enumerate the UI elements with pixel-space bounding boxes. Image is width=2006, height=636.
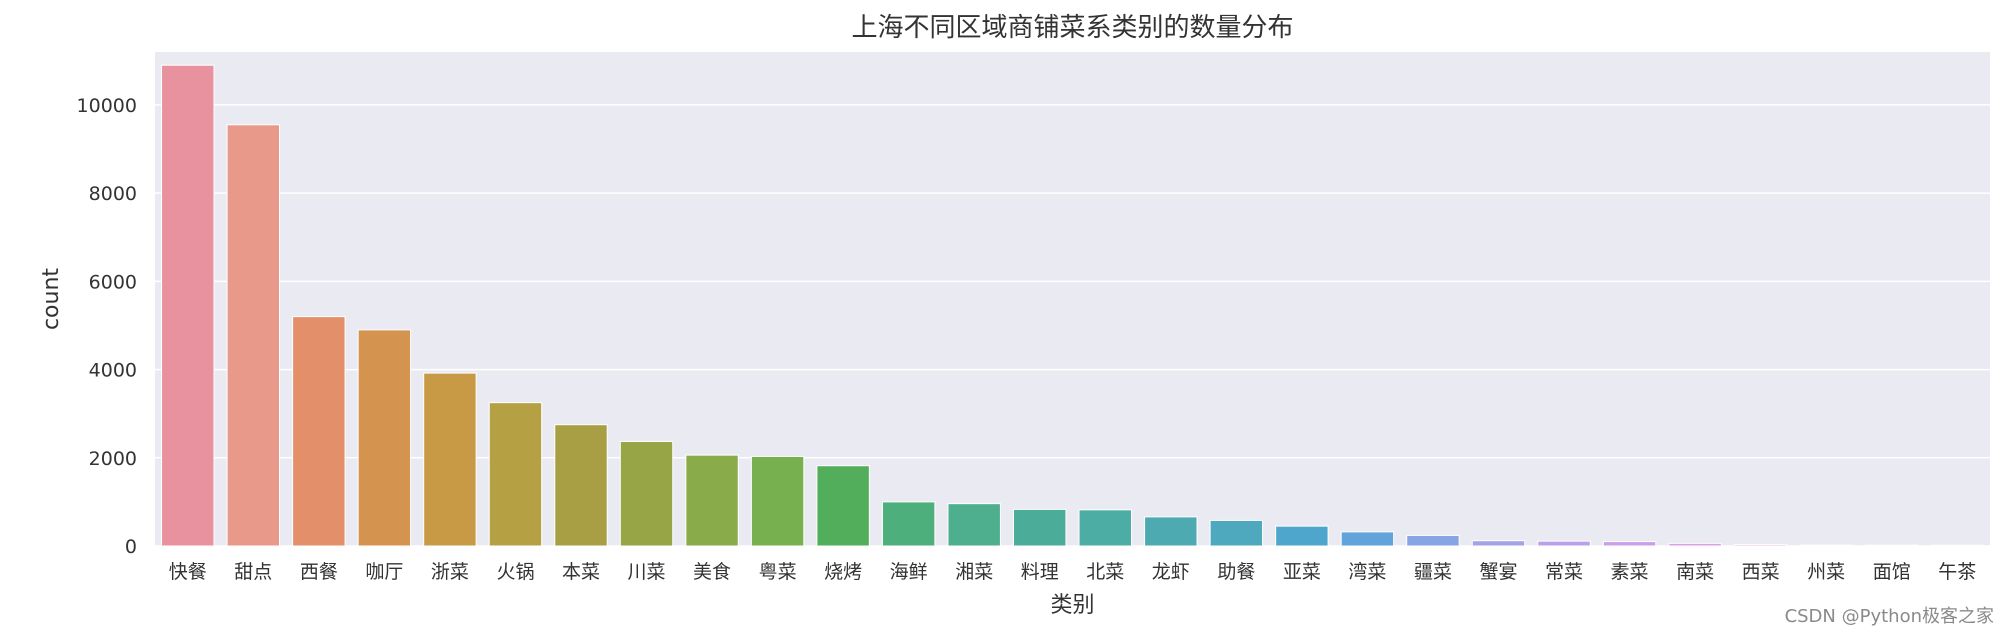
x-tick-label: 快餐 bbox=[169, 561, 207, 583]
bar bbox=[488, 402, 543, 547]
bar bbox=[619, 440, 674, 547]
y-tick-label: 8000 bbox=[89, 183, 137, 205]
y-axis-label: count bbox=[39, 268, 64, 330]
bar bbox=[1144, 516, 1198, 547]
bar bbox=[554, 424, 608, 547]
watermark: CSDN @Python极客之家 bbox=[1784, 606, 1994, 627]
bar bbox=[226, 124, 281, 547]
y-tick-label: 4000 bbox=[89, 360, 137, 382]
x-tick-label: 烧烤 bbox=[824, 561, 862, 583]
bar bbox=[1078, 509, 1132, 547]
x-tick-label: 常菜 bbox=[1545, 561, 1583, 583]
bar bbox=[750, 455, 805, 547]
x-tick-label: 助餐 bbox=[1217, 561, 1255, 583]
x-tick-label: 北菜 bbox=[1086, 561, 1124, 583]
bar bbox=[1930, 544, 1984, 547]
x-tick-label: 海鲜 bbox=[890, 561, 928, 583]
x-tick-label: 南菜 bbox=[1676, 561, 1714, 583]
bar bbox=[161, 64, 215, 547]
x-tick-label: 火锅 bbox=[496, 561, 534, 583]
bar bbox=[1209, 519, 1264, 547]
bar bbox=[1537, 540, 1591, 547]
x-tick-label: 疆菜 bbox=[1414, 561, 1452, 583]
bar bbox=[1733, 544, 1788, 547]
bar bbox=[1275, 525, 1329, 547]
y-tick-label: 2000 bbox=[89, 448, 137, 470]
x-tick-label: 浙菜 bbox=[431, 561, 469, 583]
bar bbox=[881, 501, 936, 547]
bar bbox=[357, 329, 412, 547]
bar bbox=[1668, 542, 1722, 547]
chart-title: 上海不同区域商铺菜系类别的数量分布 bbox=[851, 13, 1293, 43]
bar bbox=[423, 372, 477, 547]
x-tick-label: 咖厅 bbox=[365, 561, 403, 583]
bar bbox=[1602, 541, 1657, 547]
x-tick-label: 川菜 bbox=[628, 561, 666, 583]
bar bbox=[1799, 544, 1853, 547]
x-tick-label: 素菜 bbox=[1611, 561, 1649, 583]
x-tick-label: 午茶 bbox=[1938, 561, 1976, 583]
bar bbox=[292, 316, 346, 547]
bar bbox=[1864, 544, 1919, 547]
bar bbox=[1013, 508, 1067, 547]
bar bbox=[1406, 534, 1460, 547]
x-axis-label: 类别 bbox=[1050, 593, 1094, 618]
x-tick-label: 料理 bbox=[1021, 561, 1059, 583]
x-tick-label: 湘菜 bbox=[955, 561, 993, 583]
x-tick-label: 州菜 bbox=[1807, 561, 1845, 583]
x-tick-label: 西菜 bbox=[1742, 561, 1780, 583]
x-tick-label: 甜点 bbox=[234, 561, 272, 583]
bar bbox=[685, 454, 739, 547]
y-tick-label: 10000 bbox=[77, 95, 137, 117]
bar bbox=[947, 503, 1001, 547]
x-tick-label: 蟹宴 bbox=[1479, 560, 1517, 583]
x-tick-label: 西餐 bbox=[300, 561, 338, 583]
x-tick-label: 面馆 bbox=[1873, 561, 1911, 583]
x-tick-label: 龙虾 bbox=[1152, 561, 1190, 583]
bar bbox=[1340, 531, 1395, 547]
y-tick-label: 0 bbox=[125, 536, 137, 558]
y-tick-label: 6000 bbox=[89, 271, 137, 293]
x-tick-label: 亚菜 bbox=[1283, 561, 1321, 583]
x-tick-label: 粤菜 bbox=[759, 561, 797, 583]
bar bbox=[1471, 540, 1526, 547]
x-tick-label: 美食 bbox=[693, 561, 731, 583]
x-tick-label: 本菜 bbox=[562, 561, 600, 583]
bar bbox=[816, 465, 870, 547]
x-tick-label: 湾菜 bbox=[1348, 561, 1386, 583]
